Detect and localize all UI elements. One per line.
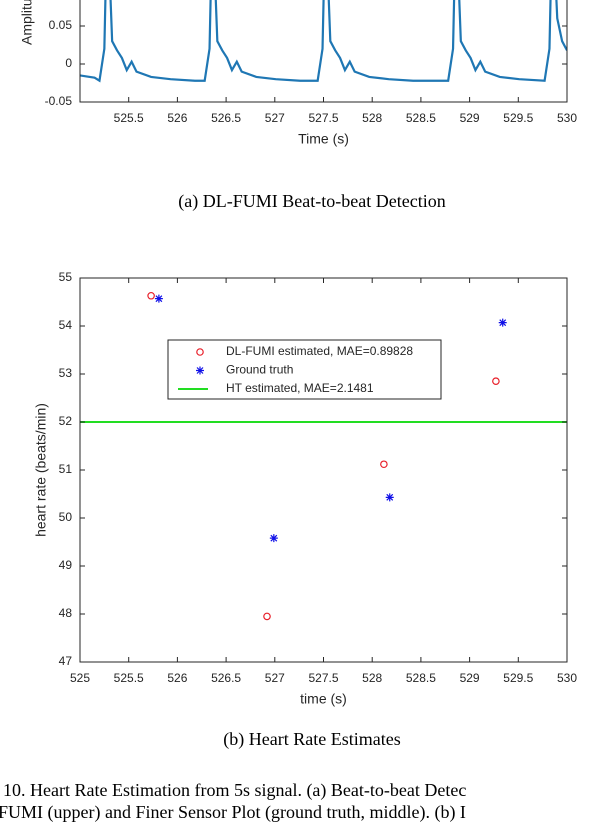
x-tick-label: 530 xyxy=(557,111,577,125)
x-tick-label: 529.5 xyxy=(503,111,533,125)
y-tick-label: 54 xyxy=(59,318,73,332)
x-tick-label: 530 xyxy=(557,671,577,685)
legend-label: Ground truth xyxy=(226,363,293,377)
y-tick-label: 53 xyxy=(59,366,73,380)
y-tick-label: 52 xyxy=(59,414,73,428)
legend-box xyxy=(167,339,442,400)
star-marker xyxy=(269,534,278,543)
plot xyxy=(80,0,567,83)
x-tick-label: 526 xyxy=(167,111,187,125)
x-tick-label: 528.5 xyxy=(406,111,436,125)
legend-label: DL-FUMI estimated, MAE=0.89828 xyxy=(226,344,413,358)
y-tick-label: 47 xyxy=(59,654,73,668)
x-tick-label: 525.5 xyxy=(114,671,144,685)
plot-frame xyxy=(79,277,568,663)
x-tick-label: 527 xyxy=(265,671,285,685)
circle-marker xyxy=(147,291,155,300)
y-tick-label: -0.05 xyxy=(45,94,73,108)
y-tick-label: 55 xyxy=(59,270,73,284)
x-tick-label: 529 xyxy=(460,671,480,685)
x-tick-label: 527.5 xyxy=(308,671,338,685)
y-axis-label: heart rate (beats/min) xyxy=(33,403,49,537)
legend-label: HT estimated, MAE=2.1481 xyxy=(226,381,374,395)
caption: (b) Heart Rate Estimates xyxy=(223,729,400,750)
x-tick-label: 525 xyxy=(70,671,90,685)
x-tick-label: 526.5 xyxy=(211,111,241,125)
signal-line xyxy=(80,0,567,83)
x-tick-label: 526 xyxy=(167,671,187,685)
plot xyxy=(80,291,567,621)
y-tick-label: 49 xyxy=(59,558,73,572)
x-tick-label: 525.5 xyxy=(114,111,144,125)
x-tick-label: 529 xyxy=(460,111,480,125)
figure-caption: 10. Heart Rate Estimation from 5s signal… xyxy=(3,780,466,801)
x-axis-label: time (s) xyxy=(300,691,347,707)
x-tick-label: 527 xyxy=(265,111,285,125)
circle-marker xyxy=(380,460,388,469)
y-tick-label: 51 xyxy=(59,462,73,476)
y-tick-label: 50 xyxy=(59,510,73,524)
x-axis-label: Time (s) xyxy=(298,131,349,147)
x-tick-label: 528.5 xyxy=(406,671,436,685)
y-tick-label: 0.05 xyxy=(49,18,73,32)
figure-caption: FUMI (upper) and Finer Sensor Plot (grou… xyxy=(0,802,466,822)
y-tick-label: 0 xyxy=(65,56,72,70)
circle-marker xyxy=(492,377,500,386)
x-tick-label: 529.5 xyxy=(503,671,533,685)
circle-marker xyxy=(263,612,271,621)
caption: (a) DL-FUMI Beat-to-beat Detection xyxy=(178,191,445,212)
star-marker xyxy=(385,493,394,502)
star-marker xyxy=(196,366,204,375)
star-marker xyxy=(498,318,507,327)
circle-marker xyxy=(196,348,204,356)
x-tick-label: 526.5 xyxy=(211,671,241,685)
x-tick-label: 528 xyxy=(362,111,382,125)
y-tick-label: 48 xyxy=(59,606,73,620)
y-axis-label: Amplitude xyxy=(19,0,35,45)
x-tick-label: 527.5 xyxy=(308,111,338,125)
x-tick-label: 528 xyxy=(362,671,382,685)
star-marker xyxy=(154,294,163,303)
